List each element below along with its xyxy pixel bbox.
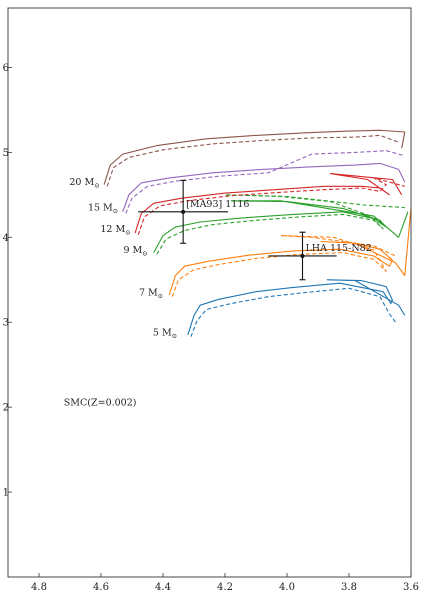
solar-subscript: ⊙ (125, 228, 130, 236)
x-tick-label: 3.6 (403, 582, 419, 593)
track-dashed-line (106, 134, 399, 187)
x-tick-label: 3.8 (341, 582, 357, 593)
point-marker (300, 253, 305, 258)
solar-subscript: ⊙ (158, 292, 163, 300)
mass-label-text: 7 M (139, 288, 158, 299)
mass-label: 9 M⊙ (123, 245, 147, 257)
mass-label: 15 M⊙ (88, 203, 118, 216)
y-tick-label: 2 (3, 403, 9, 414)
track-solid-line (134, 173, 403, 234)
mass-label: 7 M⊙ (139, 288, 163, 301)
mass-label: 20 M⊙ (69, 177, 99, 190)
mass-label: 12 M⊙ (100, 224, 130, 237)
track-solid-line (168, 207, 412, 296)
evolutionary-tracks (103, 129, 412, 337)
track-dashed-line (190, 287, 396, 337)
x-tick-label: 4.4 (155, 582, 171, 593)
mass-labels: 5 M⊙7 M⊙9 M⊙12 M⊙15 M⊙20 M⊙ (69, 177, 177, 340)
x-tick-label: 4.6 (93, 582, 109, 593)
track-dashed-line (137, 177, 405, 235)
solar-subscript: ⊙ (113, 207, 118, 215)
track-dashed-line (171, 235, 396, 297)
solar-subscript: ⊙ (142, 250, 147, 258)
mass-label-text: 15 M (88, 203, 113, 214)
plot-frame (7, 7, 412, 578)
y-tick-label: 3 (3, 318, 9, 329)
mass-label-text: 20 M (69, 177, 94, 188)
x-tick-label: 4.2 (217, 582, 233, 593)
mass-label-text: 12 M (100, 224, 125, 235)
solar-subscript: ⊙ (172, 332, 177, 340)
star-point: LHA 115-N82 (268, 231, 372, 281)
point-marker (181, 209, 186, 214)
track-dashed-line (125, 150, 405, 214)
mass-label: 5 M⊙ (153, 327, 177, 340)
y-tick-label: 5 (3, 148, 9, 159)
y-tick-label: 6 (3, 63, 9, 74)
x-tick-label: 4.8 (31, 582, 47, 593)
point-label: LHA 115-N82 (306, 243, 372, 254)
y-tick-label: 1 (3, 488, 9, 499)
point-label: [MA93] 1116 (186, 199, 249, 210)
y-tick-label: 4 (3, 233, 9, 244)
mass-label-text: 5 M (153, 327, 172, 338)
track-solid-line (153, 200, 409, 253)
solar-subscript: ⊙ (94, 182, 99, 190)
track-solid-line (122, 162, 406, 212)
track-dashed-line (156, 194, 405, 255)
axis-ticks: 4.8 4.6 4.4 4.2 4.0 3.8 3.6 1 2 3 4 5 6 (3, 63, 419, 593)
track-solid-line (187, 279, 406, 336)
mass-label-text: 9 M (123, 245, 142, 256)
x-tick-label: 4.0 (279, 582, 295, 593)
metallicity-annotation: SMC(Z=0.002) (64, 397, 137, 408)
data-points: [MA93] 1116 LHA 115-N82 (138, 179, 372, 281)
track-solid-line (103, 129, 406, 185)
star-point: [MA93] 1116 (138, 179, 249, 244)
